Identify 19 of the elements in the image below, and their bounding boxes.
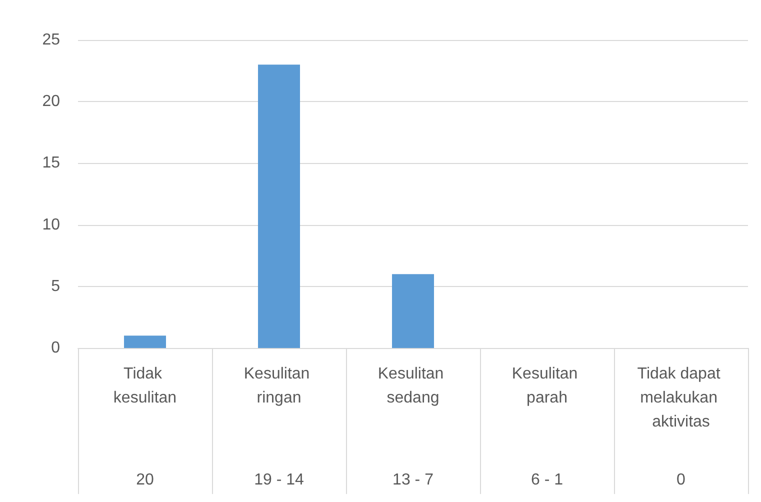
text: 19 - 14 [254,472,304,488]
x-tick-label: Kesulitan ringan [244,366,314,406]
y-tick-label: 10 [42,216,60,234]
x-tick-label: Tidak dapat melakukan aktivitas [637,366,725,430]
y-tick-label: 20 [42,93,60,110]
x-tick-label: Kesulitan sedang [378,366,448,406]
bar [392,274,434,348]
text: 0 [676,472,686,488]
bar [258,64,300,348]
y-tick-label: 15 [42,154,60,172]
y-tick-label: 0 [51,340,60,356]
y-tick-label: 5 [51,278,60,295]
text: 13 - 7 [392,472,434,488]
x-tick-label: Tidak kesulitan [113,366,177,406]
bar [124,336,166,348]
text: 6 - 1 [530,472,564,488]
y-tick-label: 25 [42,32,60,48]
text: 20 [136,472,154,488]
x-tick-label: Kesulitan parah [512,366,582,406]
